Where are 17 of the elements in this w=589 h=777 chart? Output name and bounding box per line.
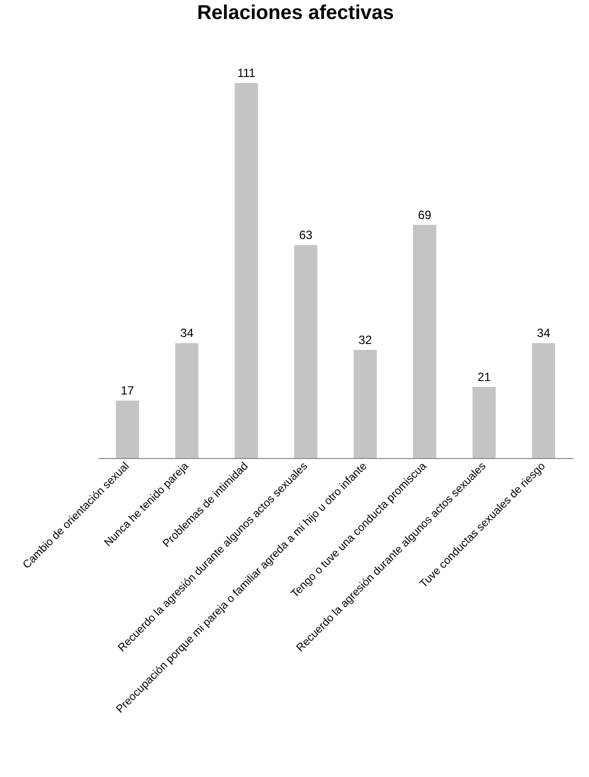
data-label: 63	[299, 228, 313, 242]
bar	[532, 343, 556, 458]
bar	[413, 224, 436, 458]
bar	[175, 343, 198, 458]
bar	[234, 83, 258, 458]
bar	[472, 387, 496, 458]
data-label: 34	[180, 326, 194, 340]
bar	[116, 400, 140, 458]
data-label: 17	[120, 384, 134, 398]
data-label: 34	[536, 326, 551, 340]
bar	[354, 350, 377, 458]
data-label: 21	[477, 370, 492, 384]
bar	[294, 245, 318, 458]
data-label: 69	[418, 208, 432, 222]
chart-title: Relaciones afectivas	[197, 2, 394, 24]
data-label: 111	[237, 66, 256, 80]
data-label: 32	[358, 332, 372, 347]
